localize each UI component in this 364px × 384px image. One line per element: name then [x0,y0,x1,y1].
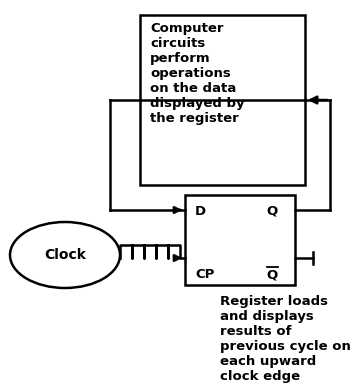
Text: Register loads
and displays
results of
previous cycle on
each upward
clock edge: Register loads and displays results of p… [220,295,351,383]
Text: Computer
circuits
perform
operations
on the data
displayed by
the register: Computer circuits perform operations on … [150,22,245,125]
Text: CP: CP [195,268,214,281]
Ellipse shape [10,222,120,288]
Text: Q: Q [267,205,278,218]
Bar [185,195,295,285]
Bar [140,15,305,185]
Text: D: D [195,205,206,218]
Text: Q: Q [267,268,278,281]
Text: Clock: Clock [44,248,86,262]
